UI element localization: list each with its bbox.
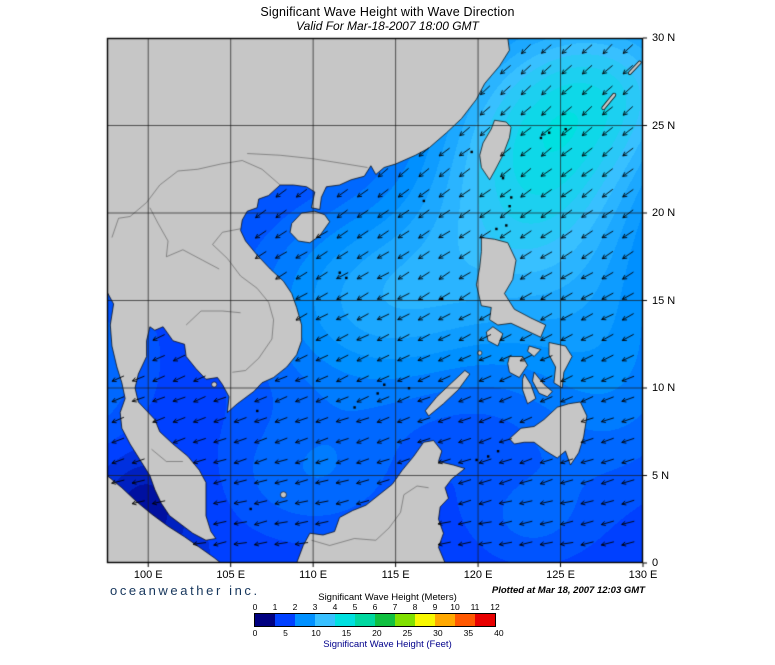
lat-axis-label: 0: [652, 557, 659, 569]
feet-tick-label: 20: [372, 628, 382, 638]
meters-tick-label: 11: [470, 602, 480, 612]
feet-tick-label: 35: [463, 628, 474, 638]
colorbar-cell: [475, 614, 495, 626]
meters-tick-label: 1: [272, 602, 278, 612]
colorbar-cell: [455, 614, 475, 626]
lon-axis-label: 120 E: [463, 569, 493, 581]
meters-tick-label: 5: [352, 602, 358, 612]
feet-tick-label: 10: [311, 628, 321, 638]
colorbar-cell: [375, 614, 395, 626]
feet-tick-label: 25: [402, 628, 413, 638]
meters-tick-label: 0: [252, 602, 258, 612]
meters-tick-label: 2: [292, 602, 298, 612]
lat-axis-label: 5 N: [652, 469, 670, 482]
valid-time-subtitle: Valid For Mar-18-2007 18:00 GMT: [296, 19, 479, 33]
page-title: Significant Wave Height with Wave Direct…: [260, 5, 515, 19]
feet-tick-label: 40: [494, 628, 504, 638]
legend-meters-title: Significant Wave Height (Meters): [318, 592, 457, 603]
meters-tick-label: 7: [392, 602, 398, 612]
meters-tick-label: 12: [490, 602, 500, 612]
lat-axis-label: 25 N: [652, 119, 676, 132]
plotted-timestamp: Plotted at Mar 18, 2007 12:03 GMT: [491, 585, 645, 596]
meters-tick-label: 6: [372, 602, 378, 612]
meters-tick-label: 4: [332, 602, 338, 612]
lat-axis-label: 15 N: [652, 294, 676, 307]
meters-tick-label: 3: [312, 602, 318, 612]
colorbar: [254, 613, 496, 627]
legend-feet-title: Significant Wave Height (Feet): [323, 639, 452, 650]
feet-tick-label: 30: [433, 628, 443, 638]
lon-axis-label: 115 E: [381, 569, 410, 581]
lon-axis-label: 105 E: [216, 569, 246, 581]
feet-tick-label: 0: [252, 628, 258, 638]
feet-tick-label: 5: [283, 628, 288, 638]
credit-text: oceanweather inc.: [110, 583, 260, 598]
colorbar-cell: [395, 614, 415, 626]
lat-axis-label: 30 N: [652, 32, 676, 44]
colorbar-cell: [275, 614, 295, 626]
lon-axis-label: 130 E: [628, 569, 658, 581]
colorbar-cell: [295, 614, 315, 626]
colorbar-cell: [335, 614, 355, 626]
lon-axis-label: 110 E: [299, 569, 328, 581]
meters-tick-label: 10: [450, 602, 460, 612]
lat-axis-label: 20 N: [652, 207, 676, 219]
colorbar-cell: [435, 614, 455, 626]
feet-tick-label: 15: [341, 628, 352, 638]
colorbar-cell: [415, 614, 435, 626]
colorbar-cell: [255, 614, 275, 626]
lon-axis-label: 100 E: [133, 569, 163, 581]
colorbar-cell: [355, 614, 375, 626]
lon-axis-label: 125 E: [546, 569, 575, 581]
meters-tick-label: 9: [432, 602, 438, 612]
lat-axis-label: 10 N: [652, 382, 676, 394]
colorbar-cell: [315, 614, 335, 626]
meters-tick-label: 8: [412, 602, 418, 612]
